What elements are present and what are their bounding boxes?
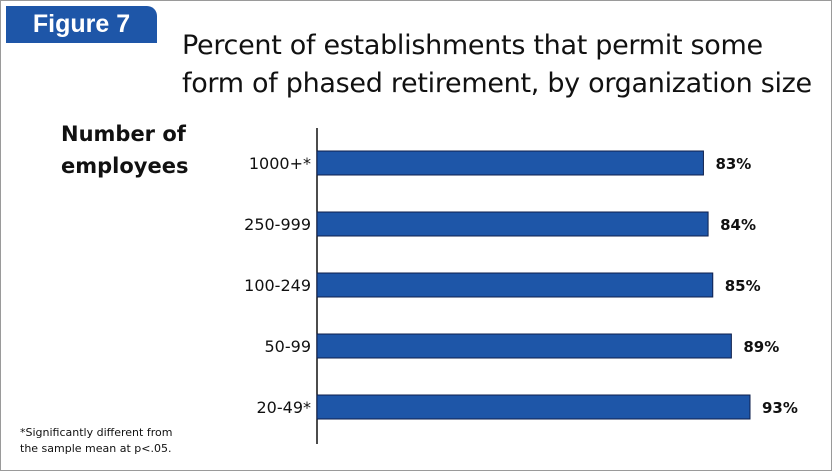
y-axis-title: Number of employees bbox=[61, 118, 211, 182]
figure-label: Figure 7 bbox=[6, 6, 157, 43]
bars-group: 1000+* 83% 250-999 84% 100-249 85% 50-99 89% 20-… bbox=[244, 150, 798, 420]
bar bbox=[316, 211, 709, 237]
value-label: 83% bbox=[715, 155, 751, 173]
bar bbox=[316, 394, 751, 420]
category-label: 100-249 bbox=[244, 276, 311, 295]
bar bbox=[316, 272, 714, 298]
category-label: 1000+* bbox=[249, 154, 311, 173]
value-label: 89% bbox=[743, 338, 779, 356]
y-axis-title-line-1: Number of bbox=[61, 122, 186, 146]
category-label: 250-999 bbox=[244, 215, 311, 234]
bar bbox=[316, 333, 732, 359]
chart-title-line-1: Percent of establishments that permit so… bbox=[182, 30, 763, 61]
footnote-line-2: the sample mean at p<.05. bbox=[20, 442, 172, 455]
chart-title: Percent of establishments that permit so… bbox=[182, 27, 822, 103]
chart-title-line-2: form of phased retirement, by organizati… bbox=[182, 68, 812, 99]
value-label: 85% bbox=[725, 277, 761, 295]
footnote-line-1: *Significantly different from bbox=[20, 426, 173, 439]
value-label: 93% bbox=[762, 399, 798, 417]
value-label: 84% bbox=[720, 216, 756, 234]
category-label: 20-49* bbox=[257, 398, 312, 417]
y-axis-title-line-2: employees bbox=[61, 154, 189, 178]
footnote: *Significantly different from the sample… bbox=[20, 425, 220, 457]
category-label: 50-99 bbox=[265, 337, 312, 356]
bar bbox=[316, 150, 704, 176]
